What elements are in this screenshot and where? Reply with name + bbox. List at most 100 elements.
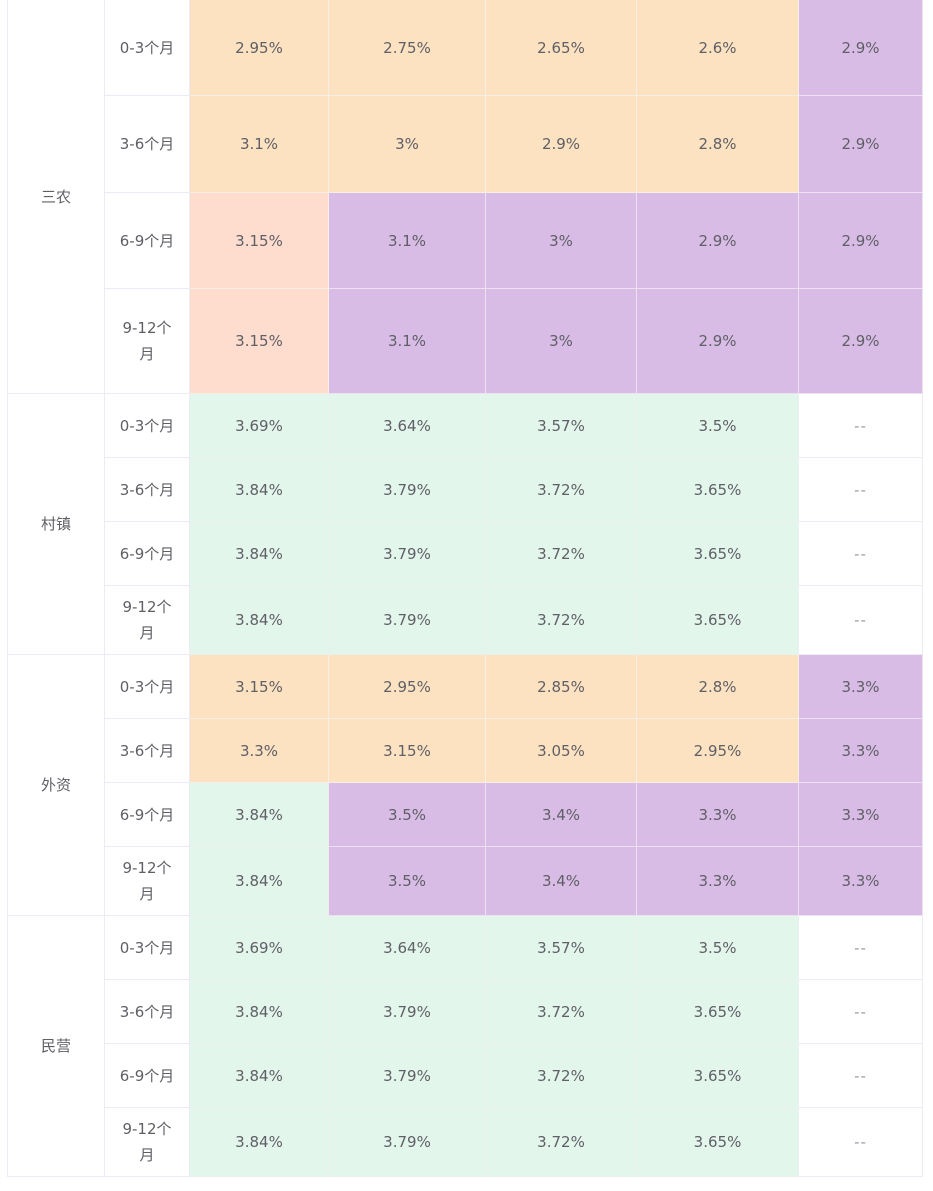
- rate-cell: 3.3%: [189, 718, 329, 783]
- rate-cell: 3.65%: [636, 1107, 799, 1177]
- rate-cell: 3.79%: [328, 457, 486, 522]
- rate-cell: --: [798, 915, 923, 980]
- term-cell: 6-9个月: [104, 1043, 190, 1108]
- table-row: 6-9个月 3.84% 3.79% 3.72% 3.65% --: [8, 521, 923, 586]
- rate-cell: 3.65%: [636, 1043, 799, 1108]
- rate-cell: 3.15%: [189, 192, 329, 289]
- table-row: 3-6个月 3.3% 3.15% 3.05% 2.95% 3.3%: [8, 718, 923, 783]
- term-cell: 9-12个月: [104, 585, 190, 655]
- rate-cell: 3.3%: [636, 782, 799, 847]
- term-cell: 0-3个月: [104, 0, 190, 96]
- term-cell: 0-3个月: [104, 393, 190, 458]
- rate-cell: 3.3%: [636, 846, 799, 916]
- rate-table: 三农 0-3个月 2.95% 2.75% 2.65% 2.6% 2.9% 3-6个月 3.1% 3…: [7, 0, 923, 1177]
- rate-cell: 3.72%: [485, 457, 637, 522]
- term-cell: 6-9个月: [104, 521, 190, 586]
- rate-cell: 3.84%: [189, 979, 329, 1044]
- rate-cell: 3.5%: [636, 915, 799, 980]
- rate-cell: 2.8%: [636, 654, 799, 719]
- rate-cell: 3.84%: [189, 521, 329, 586]
- term-cell: 3-6个月: [104, 718, 190, 783]
- rate-cell: 2.9%: [636, 192, 799, 289]
- rate-cell: 2.95%: [189, 0, 329, 96]
- rate-cell: --: [798, 457, 923, 522]
- term-cell: 0-3个月: [104, 915, 190, 980]
- rate-cell: 3.15%: [328, 718, 486, 783]
- rate-cell: 3.3%: [798, 718, 923, 783]
- term-cell: 9-12个月: [104, 288, 190, 394]
- rate-table-body: 三农 0-3个月 2.95% 2.75% 2.65% 2.6% 2.9% 3-6个月 3.1% 3…: [7, 0, 923, 1177]
- rate-cell: 3.15%: [189, 288, 329, 394]
- rate-cell: 3.79%: [328, 1043, 486, 1108]
- rate-cell: --: [798, 521, 923, 586]
- table-row: 9-12个月 3.84% 3.5% 3.4% 3.3% 3.3%: [8, 846, 923, 916]
- table-row: 3-6个月 3.84% 3.79% 3.72% 3.65% --: [8, 979, 923, 1044]
- rate-cell: 3.3%: [798, 846, 923, 916]
- rate-cell: 3.84%: [189, 585, 329, 655]
- table-row: 民营 0-3个月 3.69% 3.64% 3.57% 3.5% --: [7, 915, 923, 1177]
- rate-cell: 3.84%: [189, 457, 329, 522]
- rate-cell: 2.9%: [485, 95, 637, 193]
- rate-cell: 3.65%: [636, 457, 799, 522]
- rate-cell: 3.69%: [189, 393, 329, 458]
- rate-cell: 3.79%: [328, 979, 486, 1044]
- rate-cell: 2.95%: [636, 718, 799, 783]
- rate-cell: 3.72%: [485, 1043, 637, 1108]
- rate-cell: 3.79%: [328, 585, 486, 655]
- term-cell: 6-9个月: [104, 782, 190, 847]
- rate-cell: 3.3%: [798, 654, 923, 719]
- term-cell: 6-9个月: [104, 192, 190, 289]
- table-row: 6-9个月 3.15% 3.1% 3% 2.9% 2.9%: [8, 192, 923, 289]
- term-cell: 0-3个月: [104, 654, 190, 719]
- rate-cell: 3.1%: [328, 192, 486, 289]
- rate-cell: 2.75%: [328, 0, 486, 96]
- term-cell: 3-6个月: [104, 95, 190, 193]
- rate-cell: 2.95%: [328, 654, 486, 719]
- table-row: 村镇 0-3个月 3.69% 3.64% 3.57% 3.5% --: [7, 393, 923, 655]
- rate-cell: 3.4%: [485, 846, 637, 916]
- rate-cell: 3.65%: [636, 979, 799, 1044]
- term-cell: 9-12个月: [104, 846, 190, 916]
- rate-cell: 3.57%: [485, 393, 637, 458]
- rate-cell: 3%: [485, 288, 637, 394]
- category-cell: 外资: [7, 654, 105, 916]
- rate-cell: 2.9%: [798, 192, 923, 289]
- category-cell: 民营: [7, 915, 105, 1177]
- rate-cell: 3.72%: [485, 521, 637, 586]
- rate-cell: 2.85%: [485, 654, 637, 719]
- rate-cell: 3.5%: [328, 782, 486, 847]
- rate-cell: 3.84%: [189, 1043, 329, 1108]
- rate-cell: 3.69%: [189, 915, 329, 980]
- rate-cell: 3.5%: [636, 393, 799, 458]
- rate-cell: 3.72%: [485, 979, 637, 1044]
- table-row: 3-6个月 3.84% 3.79% 3.72% 3.65% --: [8, 457, 923, 522]
- table-row: 9-12个月 3.84% 3.79% 3.72% 3.65% --: [8, 585, 923, 655]
- term-cell: 9-12个月: [104, 1107, 190, 1177]
- table-row: 外资 0-3个月 3.15% 2.95% 2.85% 2.8% 3.3%: [7, 654, 923, 916]
- rate-cell: 3.79%: [328, 1107, 486, 1177]
- rate-cell: --: [798, 585, 923, 655]
- table-row: 6-9个月 3.84% 3.5% 3.4% 3.3% 3.3%: [8, 782, 923, 847]
- table-row: 9-12个月 3.84% 3.79% 3.72% 3.65% --: [8, 1107, 923, 1177]
- rate-cell: 2.9%: [636, 288, 799, 394]
- rate-cell: 3.79%: [328, 521, 486, 586]
- rate-cell: 3.57%: [485, 915, 637, 980]
- rate-cell: --: [798, 979, 923, 1044]
- rate-cell: 3%: [485, 192, 637, 289]
- rate-cell: 3.84%: [189, 846, 329, 916]
- rate-cell: 3.5%: [328, 846, 486, 916]
- rate-table-container: 三农 0-3个月 2.95% 2.75% 2.65% 2.6% 2.9% 3-6个月 3.1% 3…: [7, 0, 923, 1177]
- rate-cell: 2.8%: [636, 95, 799, 193]
- rate-cell: 3.64%: [328, 393, 486, 458]
- rate-cell: --: [798, 393, 923, 458]
- rate-cell: 3%: [328, 95, 486, 193]
- rate-cell: 3.72%: [485, 585, 637, 655]
- rate-cell: 2.9%: [798, 95, 923, 193]
- term-cell: 3-6个月: [104, 457, 190, 522]
- rate-cell: 3.84%: [189, 1107, 329, 1177]
- rate-cell: 2.9%: [798, 0, 923, 96]
- rate-cell: 3.1%: [328, 288, 486, 394]
- term-cell: 3-6个月: [104, 979, 190, 1044]
- rate-cell: 3.72%: [485, 1107, 637, 1177]
- rate-cell: 3.05%: [485, 718, 637, 783]
